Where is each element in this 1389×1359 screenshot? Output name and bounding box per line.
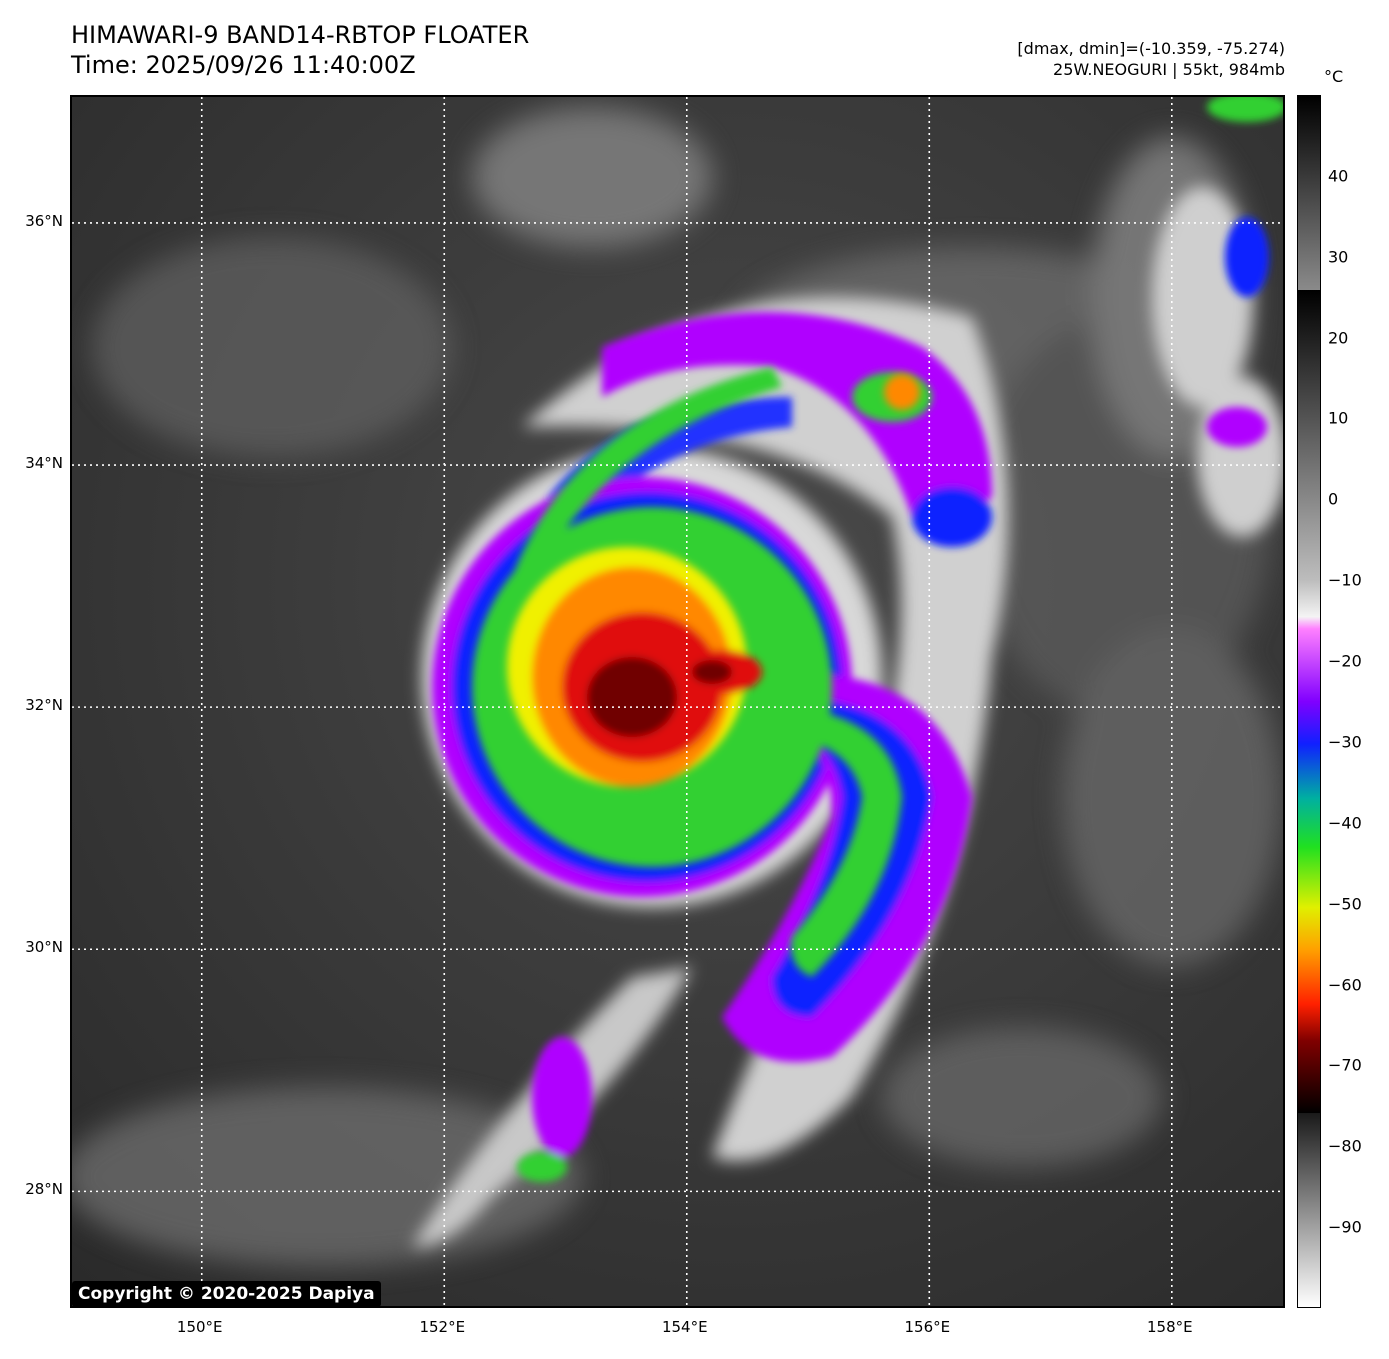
- chart-title: HIMAWARI-9 BAND14-RBTOP FLOATER Time: 20…: [71, 20, 529, 80]
- colorbar-tick-label: −40: [1328, 813, 1362, 833]
- colorbar-tick-label: −70: [1328, 1055, 1362, 1075]
- colorbar-unit: °C: [1324, 67, 1344, 86]
- latitude-label: 30°N: [25, 938, 63, 957]
- latitude-label: 32°N: [25, 696, 63, 715]
- longitude-label: 158°E: [1146, 1318, 1193, 1336]
- colorbar-tick-label: −10: [1328, 570, 1362, 590]
- colorbar-tick-label: −30: [1328, 732, 1362, 752]
- colorbar: [1297, 95, 1321, 1308]
- colorbar-tick-label: −80: [1328, 1136, 1362, 1156]
- copyright-label: Copyright © 2020-2025 Dapiya: [72, 1281, 381, 1307]
- colorbar-tick-label: −60: [1328, 975, 1362, 995]
- latitude-label: 34°N: [25, 454, 63, 473]
- storm-text: 25W.NEOGURI | 55kt, 984mb: [1053, 60, 1285, 79]
- storm-info: [dmax, dmin]=(-10.359, -75.274) 25W.NEOG…: [1017, 38, 1285, 80]
- lat-lon-grid: [72, 97, 1283, 1306]
- colorbar-tick-label: 40: [1328, 166, 1349, 186]
- range-text: [dmax, dmin]=(-10.359, -75.274): [1017, 39, 1285, 58]
- latitude-label: 28°N: [25, 1180, 63, 1199]
- colorbar-gradient: [1298, 96, 1320, 1307]
- satellite-map[interactable]: [70, 95, 1285, 1308]
- colorbar-tick-label: 20: [1328, 328, 1349, 348]
- colorbar-tick-label: −20: [1328, 651, 1362, 671]
- colorbar-tick-label: 30: [1328, 247, 1349, 267]
- satellite-imagery: [72, 97, 1283, 1306]
- longitude-label: 154°E: [661, 1318, 708, 1336]
- colorbar-tick-label: 10: [1328, 408, 1349, 428]
- title-line-2: Time: 2025/09/26 11:40:00Z: [71, 51, 416, 79]
- longitude-label: 156°E: [904, 1318, 951, 1336]
- colorbar-tick-label: 0: [1328, 489, 1339, 509]
- longitude-label: 152°E: [419, 1318, 466, 1336]
- longitude-label: 150°E: [176, 1318, 223, 1336]
- title-line-1: HIMAWARI-9 BAND14-RBTOP FLOATER: [71, 21, 530, 49]
- latitude-label: 36°N: [25, 211, 63, 230]
- colorbar-tick-label: −90: [1328, 1217, 1362, 1237]
- colorbar-tick-label: −50: [1328, 894, 1362, 914]
